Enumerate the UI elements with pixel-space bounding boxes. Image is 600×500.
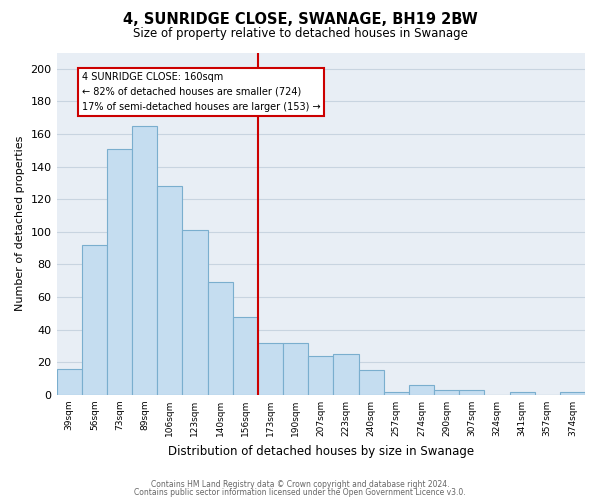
Bar <box>82 245 107 395</box>
Bar <box>409 385 434 395</box>
Bar <box>383 392 409 395</box>
Bar <box>359 370 383 395</box>
Bar <box>107 148 132 395</box>
Bar <box>509 392 535 395</box>
Bar <box>560 392 585 395</box>
Text: Contains HM Land Registry data © Crown copyright and database right 2024.: Contains HM Land Registry data © Crown c… <box>151 480 449 489</box>
Text: Size of property relative to detached houses in Swanage: Size of property relative to detached ho… <box>133 28 467 40</box>
Bar <box>434 390 459 395</box>
Bar <box>308 356 334 395</box>
X-axis label: Distribution of detached houses by size in Swanage: Distribution of detached houses by size … <box>168 444 474 458</box>
Bar <box>157 186 182 395</box>
Bar <box>233 316 258 395</box>
Bar <box>182 230 208 395</box>
Bar <box>334 354 359 395</box>
Text: 4, SUNRIDGE CLOSE, SWANAGE, BH19 2BW: 4, SUNRIDGE CLOSE, SWANAGE, BH19 2BW <box>122 12 478 28</box>
Bar <box>132 126 157 395</box>
Bar <box>208 282 233 395</box>
Bar <box>258 343 283 395</box>
Bar <box>56 369 82 395</box>
Bar <box>283 343 308 395</box>
Bar <box>459 390 484 395</box>
Y-axis label: Number of detached properties: Number of detached properties <box>15 136 25 312</box>
Text: Contains public sector information licensed under the Open Government Licence v3: Contains public sector information licen… <box>134 488 466 497</box>
Text: 4 SUNRIDGE CLOSE: 160sqm
← 82% of detached houses are smaller (724)
17% of semi-: 4 SUNRIDGE CLOSE: 160sqm ← 82% of detach… <box>82 72 320 112</box>
